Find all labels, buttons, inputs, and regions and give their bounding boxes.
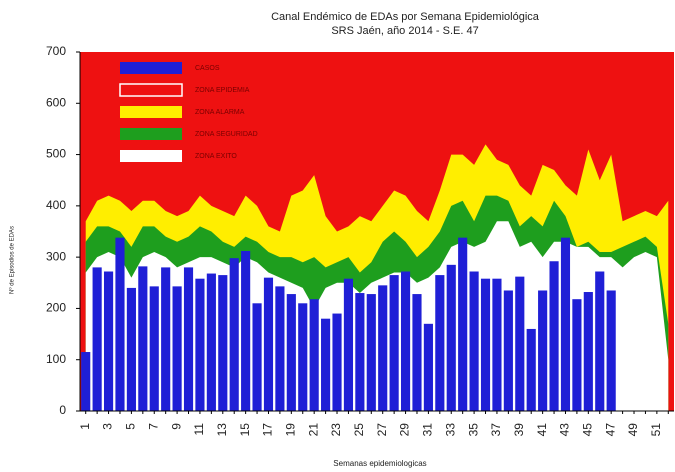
x-tick-label: 15 [238,423,252,437]
bar [195,278,205,411]
x-tick-label: 47 [603,423,617,437]
bar [218,275,228,411]
bar [526,328,536,411]
y-tick-label: 200 [46,301,66,315]
x-tick-label: 51 [649,423,663,437]
bar [595,271,605,411]
y-tick-label: 300 [46,249,66,263]
bar [286,294,296,411]
bar [81,352,91,411]
x-tick-label: 19 [283,423,297,437]
bar [446,264,456,411]
x-tick-label: 5 [124,423,138,430]
x-tick-label: 41 [535,423,549,437]
x-tick-label: 21 [306,423,320,437]
x-tick-label: 27 [375,423,389,437]
bar [515,276,525,411]
x-tick-label: 43 [558,423,572,437]
x-tick-label: 1 [78,423,92,430]
bar [343,278,354,411]
x-tick-label: 25 [352,423,366,437]
bar [126,287,136,411]
bar [263,277,274,411]
x-axis-label: Semanas epidemiologicas [333,459,426,468]
x-tick-label: 45 [580,423,594,437]
bar [183,267,194,411]
bar [400,271,411,411]
chart-subtitle: SRS Jaén, año 2014 - S.E. 47 [331,25,478,37]
bar [161,267,171,411]
bar [366,294,376,411]
bar [378,285,388,411]
bar [321,318,331,411]
bar [149,286,159,411]
bar [332,313,342,411]
legend-label: ZONA SEGURIDAD [195,131,258,138]
y-tick-label: 100 [46,352,66,366]
bar [138,266,148,411]
x-tick-label: 9 [169,423,183,430]
x-tick-label: 17 [261,423,275,437]
bar [606,290,616,411]
x-tick-label: 3 [101,423,115,430]
bar [492,278,502,411]
bar [241,250,251,411]
x-tick-label: 37 [489,423,503,437]
legend-swatch [119,83,183,97]
bar [206,273,216,411]
bar [549,261,559,411]
x-tick-label: 29 [398,423,412,437]
chart-title: Canal Endémico de EDAs por Semana Epidem… [271,11,540,23]
bar [92,267,102,411]
bar [469,271,479,411]
y-tick-label: 700 [46,44,66,58]
bar [389,275,399,411]
y-tick-label: 0 [59,403,66,417]
bar [298,303,308,411]
bar [115,237,125,411]
x-tick-label: 33 [443,423,457,437]
y-tick-label: 400 [46,198,66,212]
y-tick-label: 600 [46,95,66,109]
legend-label: ZONA EXITO [195,153,237,160]
x-tick-label: 49 [626,423,640,437]
bar [458,237,468,411]
legend-label: CASOS [195,65,220,72]
legend-swatch [120,62,182,74]
legend-label: ZONA EPIDEMIA [195,87,250,94]
legend-label: ZONA ALARMA [195,109,245,116]
x-tick-label: 11 [192,423,206,436]
bar [480,278,491,411]
legend-swatch [120,106,182,118]
bar [103,271,114,411]
y-tick-label: 500 [46,147,66,161]
bar [275,286,285,411]
bar [583,292,593,411]
y-axis-label: Nº de Episodios de EDAs [9,226,16,294]
bar [309,299,319,411]
bar [252,303,262,411]
bar [503,290,513,411]
x-tick-label: 35 [466,423,480,437]
bar [229,258,239,411]
legend-swatch [120,150,182,162]
bar [572,299,582,411]
x-tick-label: 23 [329,423,343,437]
bar [172,286,182,411]
x-tick-label: 13 [215,423,229,437]
bar [355,293,365,411]
x-tick-label: 7 [146,423,160,430]
legend-swatch [120,128,182,140]
bar [538,290,548,411]
bar [560,237,571,411]
bar [412,294,422,411]
x-tick-label: 39 [512,423,526,437]
x-tick-label: 31 [421,423,435,437]
bar [435,275,445,411]
bar [423,323,433,411]
